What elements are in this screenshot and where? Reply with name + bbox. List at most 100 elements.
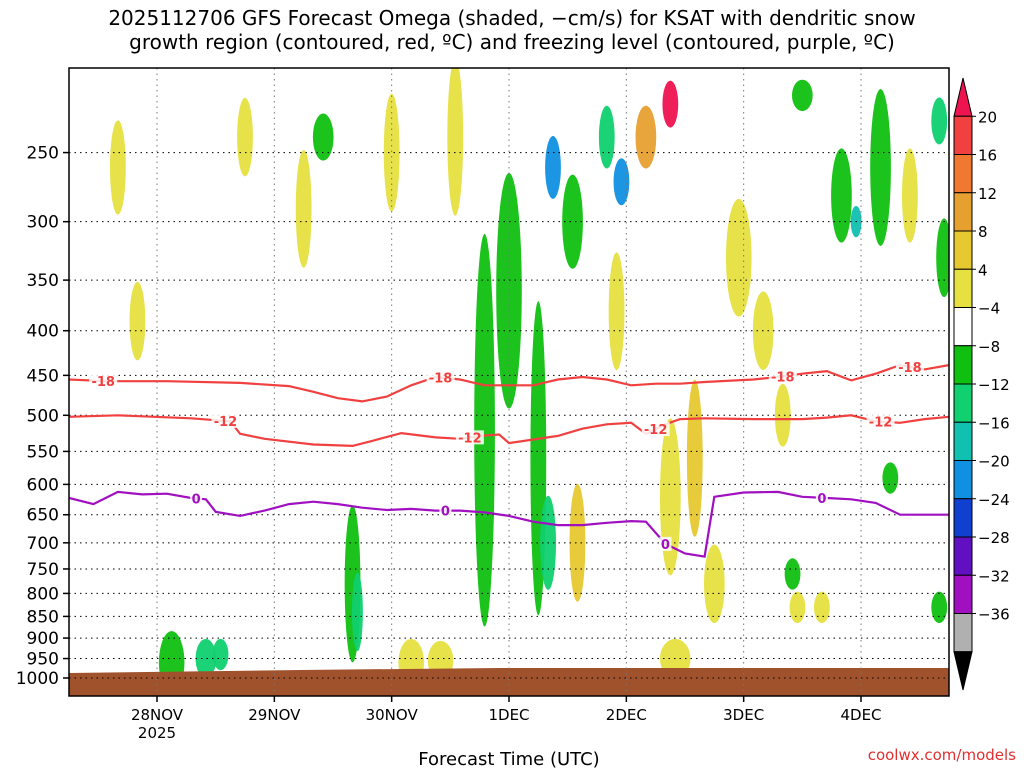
colorbar-swatch	[953, 115, 973, 155]
y-tick-label: 300	[27, 213, 59, 233]
colorbar-label: −12	[978, 376, 1010, 394]
omega-shading	[109, 68, 949, 694]
contour-line	[69, 414, 949, 448]
omega-blob	[109, 120, 126, 215]
colorbar-label: −16	[978, 414, 1010, 432]
colorbar-swatch	[953, 421, 973, 461]
contour-label-bg	[89, 373, 118, 388]
omega-blob	[936, 218, 949, 298]
colorbar-label: −20	[978, 453, 1010, 471]
colorbar-label: −4	[978, 300, 1000, 318]
omega-blob	[789, 591, 806, 624]
colorbar-swatch	[953, 536, 973, 576]
omega-blob	[237, 97, 253, 177]
contour-label-bg	[455, 430, 484, 445]
colorbar-swatch	[953, 268, 973, 308]
omega-blob	[686, 379, 703, 537]
contour-label: -12	[644, 423, 668, 438]
colorbar-label: −24	[978, 491, 1010, 509]
colorbar-label: −8	[978, 338, 1000, 356]
terrain-area	[69, 668, 949, 696]
credit-text: coolwx.com/models	[867, 746, 1016, 764]
contour-line	[69, 363, 949, 403]
colorbar-label: 8	[978, 223, 988, 241]
contour-label-bg	[641, 422, 670, 437]
omega-blob	[931, 591, 948, 624]
contour-label: -12	[869, 416, 893, 431]
contour-label-bg	[866, 414, 895, 429]
colorbar-top-triangle	[953, 77, 973, 117]
x-tick-label: 1DEC	[488, 706, 529, 724]
contour-label: -12	[458, 431, 482, 446]
y-tick-label: 600	[27, 475, 59, 495]
omega-blob	[129, 281, 146, 361]
chart-title-line2: growth region (contoured, red, ºC) and f…	[129, 30, 895, 54]
colorbar-label: 12	[978, 185, 997, 203]
omega-blob	[659, 418, 681, 576]
omega-blob	[901, 148, 918, 243]
colorbar-swatch	[953, 498, 973, 538]
omega-blob	[703, 544, 725, 624]
omega-blob	[598, 105, 615, 169]
y-tick-label: 500	[27, 406, 59, 426]
chart-title: 2025112706 GFS Forecast Omega (shaded, −…	[0, 6, 1024, 54]
omega-blob	[569, 483, 586, 602]
y-tick-label: 400	[27, 322, 59, 342]
contour-label: 0	[192, 492, 201, 507]
colorbar-label: −28	[978, 529, 1010, 547]
y-tick-label: 350	[27, 271, 59, 291]
contour-label-bg	[815, 490, 828, 505]
contour-label: -18	[771, 370, 795, 385]
omega-blob	[545, 136, 561, 199]
colorbar-swatch	[953, 613, 973, 653]
contour-label: 0	[661, 538, 670, 553]
contour-label-bg	[659, 536, 672, 551]
omega-blob	[295, 149, 312, 268]
y-tick-label: 700	[27, 534, 59, 554]
omega-blob	[474, 233, 495, 627]
x-tick-label: 29NOV	[248, 706, 301, 724]
x-tick-label: 4DEC	[840, 706, 881, 724]
colorbar-label: −32	[978, 567, 1010, 585]
colorbar-swatch	[953, 574, 973, 614]
omega-blob	[931, 97, 948, 145]
grid-lines	[69, 68, 949, 696]
y-tick-label: 550	[27, 442, 59, 462]
y-tick-label: 900	[27, 629, 59, 649]
y-tick-label: 800	[27, 584, 59, 604]
contour-label: -18	[898, 361, 922, 376]
x-tick-label: 3DEC	[723, 706, 764, 724]
omega-blob	[791, 79, 813, 112]
omega-blob	[870, 88, 891, 246]
y-tick-label: 650	[27, 506, 59, 526]
omega-blob	[784, 558, 801, 590]
contour-label-bg	[211, 413, 240, 428]
contour-label: 0	[441, 505, 450, 520]
y-tick-label: 450	[27, 366, 59, 386]
x-tick-label: 30NOV	[366, 706, 419, 724]
contour-label-bg	[426, 370, 455, 385]
omega-blob	[496, 173, 522, 409]
colorbar-swatch	[953, 192, 973, 232]
contour-label: 0	[817, 492, 826, 507]
omega-blob	[351, 572, 363, 652]
colorbar-swatch	[953, 460, 973, 500]
y-tick-label: 750	[27, 560, 59, 580]
contour-label: -12	[214, 415, 238, 430]
y-tick-label: 1000	[16, 669, 59, 689]
colorbar-swatch	[953, 307, 973, 347]
omega-blob	[312, 113, 334, 161]
omega-blob	[212, 638, 229, 671]
x-tick-sublabel: 2025	[138, 724, 176, 742]
omega-blob	[662, 80, 679, 128]
contour-label-bg	[439, 503, 452, 518]
contour-label: -18	[429, 372, 453, 387]
colorbar-swatch	[953, 230, 973, 270]
colorbar-swatch	[953, 383, 973, 423]
y-axis: 2503003504004505005506006507007508008509…	[16, 144, 69, 689]
omega-blob	[635, 105, 657, 169]
colorbar: 20 16 12 8 4 −4 −8 −12 −16 −20 −24 −28 −32 −36	[953, 77, 1010, 691]
x-axis-label: Forecast Time (UTC)	[418, 749, 599, 768]
